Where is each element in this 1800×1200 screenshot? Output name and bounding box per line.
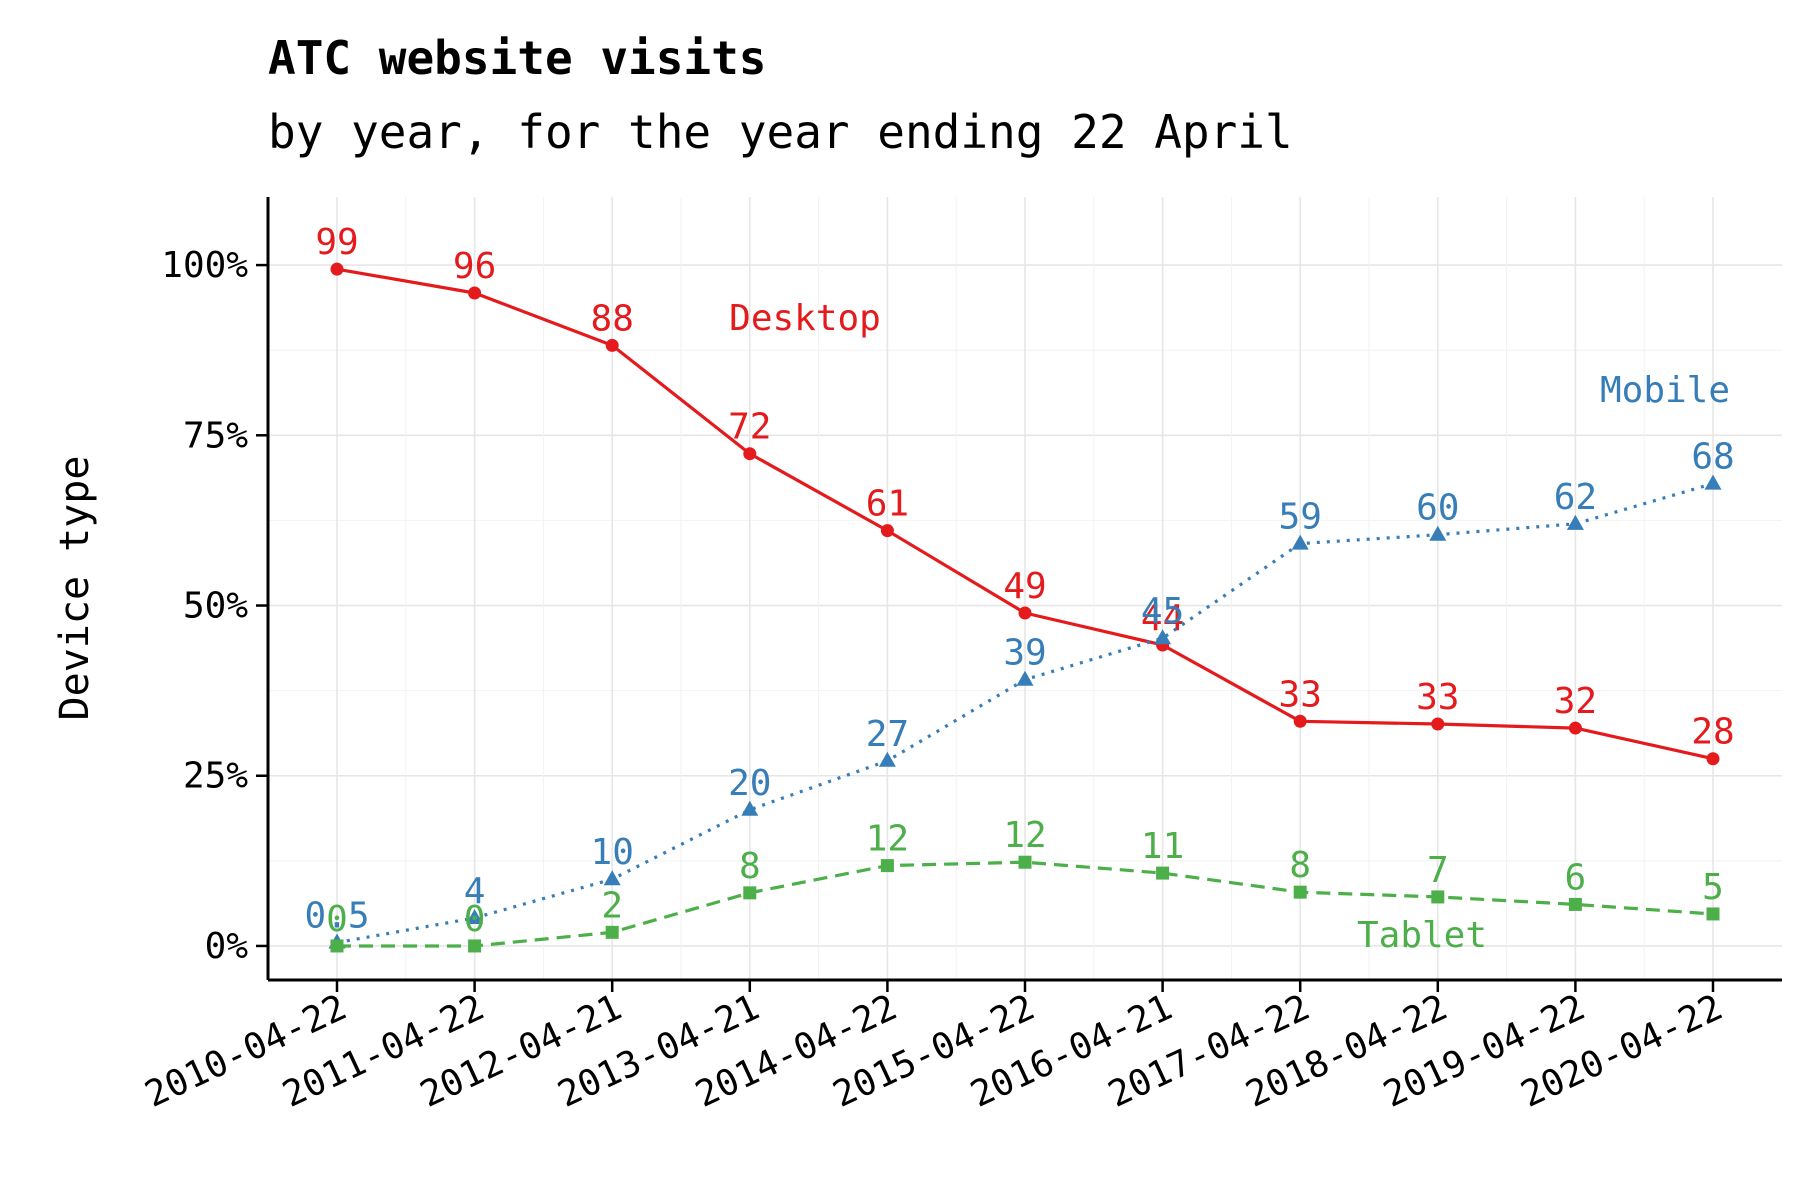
data-point [1293, 885, 1307, 899]
data-point [1568, 897, 1582, 911]
data-point [1429, 525, 1447, 541]
data-point [1291, 534, 1309, 550]
data-point [741, 800, 759, 816]
data-point [743, 447, 757, 461]
data-label: 8 [739, 846, 761, 887]
data-label: 20 [728, 763, 771, 804]
data-label: 62 [1554, 477, 1597, 518]
data-label: 59 [1279, 497, 1322, 538]
data-point [1568, 721, 1582, 735]
data-label: 10 [591, 832, 634, 873]
data-label: 60 [1416, 488, 1459, 529]
y-tick-label: 0% [205, 926, 249, 967]
data-label: 7 [1427, 850, 1449, 891]
data-label: 12 [866, 819, 909, 860]
data-label: 61 [866, 484, 909, 525]
data-label: 0 [326, 899, 348, 940]
data-point [1293, 714, 1307, 728]
data-label: 6 [1565, 857, 1587, 898]
series-label-mobile: Mobile [1600, 370, 1730, 411]
data-point [468, 286, 482, 300]
data-point [878, 751, 896, 767]
data-label: 96 [453, 246, 496, 287]
y-tick-label: 100% [161, 245, 248, 286]
data-label: 88 [591, 298, 634, 339]
data-point [1706, 752, 1720, 766]
data-label: 8 [1289, 845, 1311, 886]
data-label: 68 [1691, 437, 1734, 478]
y-tick-label: 50% [183, 586, 248, 627]
data-point [1018, 855, 1032, 869]
data-point [330, 262, 344, 276]
data-label: 99 [315, 222, 358, 263]
data-point [1154, 629, 1172, 645]
data-point [880, 859, 894, 873]
series-line-tablet [337, 860, 1714, 948]
grid [268, 197, 1782, 980]
chart-subtitle: by year, for the year ending 22 April [268, 105, 1293, 159]
data-point [603, 870, 621, 886]
data-point [1156, 866, 1170, 880]
axes: 0%25%50%75%100%2010-04-222011-04-222012-… [139, 197, 1782, 1116]
data-label: 33 [1279, 674, 1322, 715]
data-label: 49 [1003, 566, 1046, 607]
data-label: 28 [1691, 712, 1734, 753]
chart-title: ATC website visits [268, 31, 767, 85]
data-label: 27 [866, 714, 909, 755]
data-label: 0.5 [304, 896, 369, 937]
data-point [605, 925, 619, 939]
data-label: 2 [601, 885, 623, 926]
data-point [880, 524, 894, 538]
data-point [1704, 474, 1722, 490]
y-tick-label: 25% [183, 756, 248, 797]
data-point [1566, 514, 1584, 530]
y-tick-label: 75% [183, 415, 248, 456]
data-point [1706, 907, 1720, 921]
y-axis-label: Device type [52, 456, 98, 721]
data-point [466, 909, 484, 925]
data-point [1431, 890, 1445, 904]
data-point [330, 939, 344, 953]
data-label: 32 [1554, 681, 1597, 722]
data-label: 39 [1003, 633, 1046, 674]
data-point [1016, 670, 1034, 686]
data-point [1431, 717, 1445, 731]
data-label: 72 [728, 407, 771, 448]
data-label: 0 [464, 899, 486, 940]
data-point [605, 338, 619, 352]
data-label: 33 [1416, 677, 1459, 718]
data-label: 11 [1141, 826, 1184, 867]
series-label-tablet: Tablet [1357, 915, 1487, 956]
data-point [468, 939, 482, 953]
series-label-desktop: Desktop [729, 298, 881, 339]
data-label: 4 [464, 871, 486, 912]
data-point [1018, 606, 1032, 620]
data-label: 45 [1141, 591, 1184, 632]
data-label: 12 [1003, 815, 1046, 856]
series-tablet: 0 0 2 8 12 12 11 8 7 6 5 Tablet [326, 815, 1724, 956]
data-point [743, 886, 757, 900]
data-label: 5 [1702, 867, 1724, 908]
